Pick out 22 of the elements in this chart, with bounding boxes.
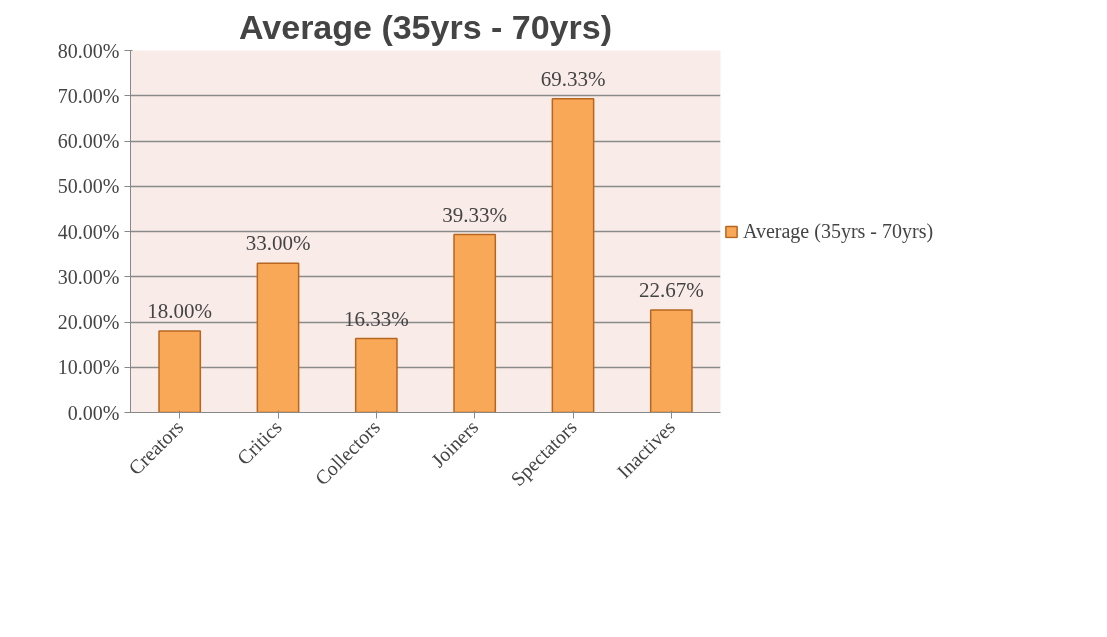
y-tick-label: 50.00%: [57, 175, 120, 198]
data-label: 22.67%: [638, 277, 704, 302]
y-tick-label: 80.00%: [57, 39, 120, 62]
y-tick-label: 20.00%: [57, 311, 120, 333]
bar: [649, 309, 693, 413]
y-tick-label: 40.00%: [57, 220, 120, 243]
data-label: 33.00%: [245, 231, 311, 256]
bar: [256, 262, 300, 413]
bar: [453, 233, 497, 413]
legend-label: Average (35yrs - 70yrs): [743, 219, 934, 243]
data-label: 39.33%: [442, 202, 508, 227]
bar: [354, 337, 398, 413]
y-tick-label: 0.00%: [67, 401, 120, 424]
y-tick-label: 30.00%: [57, 265, 120, 288]
data-label: 18.00%: [147, 299, 213, 324]
data-label: 69.33%: [540, 66, 606, 91]
y-tick-label: 60.00%: [57, 130, 120, 152]
bar: [158, 330, 202, 413]
y-tick-label: 10.00%: [57, 356, 120, 379]
chart-title: Average (35yrs - 70yrs): [239, 7, 612, 46]
y-tick-label: 70.00%: [57, 84, 120, 107]
bar: [551, 98, 595, 413]
